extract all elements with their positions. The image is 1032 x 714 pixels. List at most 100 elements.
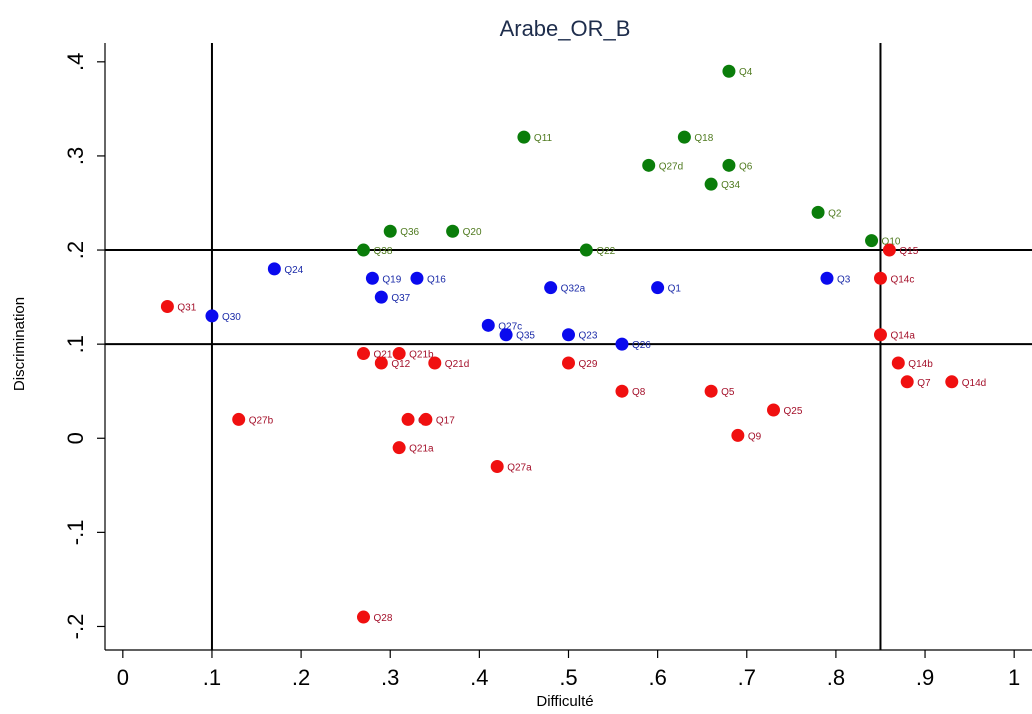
blue-data-point (365, 271, 379, 285)
red-data-point (873, 271, 887, 285)
blue-data-point (820, 271, 834, 285)
data-point-label: Q29 (579, 359, 598, 370)
data-point-label: Q27a (507, 462, 532, 473)
x-tick-label: .6 (648, 665, 666, 690)
data-point-label: Q21 (373, 350, 392, 361)
data-point-label: Q27d (659, 161, 683, 172)
green-data-point (811, 205, 825, 219)
data-point-label: Q14a (890, 331, 915, 342)
x-axis-title: Difficulté (536, 693, 593, 710)
y-tick-label: 0 (63, 432, 88, 444)
x-tick-label: .5 (559, 665, 577, 690)
x-tick-label: 1 (1008, 665, 1020, 690)
y-tick-label: .1 (63, 335, 88, 353)
green-data-point (446, 224, 460, 238)
green-data-point (677, 130, 691, 144)
data-point-label: Q35 (516, 331, 535, 342)
data-point-label: Q2 (828, 208, 842, 219)
red-data-point (428, 356, 442, 370)
green-data-point (383, 224, 397, 238)
data-point-label: Q9 (748, 431, 762, 442)
data-point-label: Q7 (917, 378, 931, 389)
data-point-label: Q23 (579, 331, 598, 342)
data-point-label: Q4 (739, 67, 753, 78)
y-tick-label: .3 (63, 147, 88, 165)
blue-data-point (615, 337, 629, 351)
red-data-point (615, 384, 629, 398)
red-data-point (356, 610, 370, 624)
x-tick-label: .4 (470, 665, 488, 690)
data-point-label: Q18 (694, 133, 713, 144)
data-point-label: Q36 (400, 227, 419, 238)
data-point-label: Q28 (373, 613, 392, 624)
data-point-label: Q14b (908, 359, 933, 370)
data-point-label: Q32a (561, 284, 586, 295)
red-data-point (232, 412, 246, 426)
x-tick-label: .1 (203, 665, 221, 690)
data-point-label: Q10 (882, 237, 901, 248)
blue-data-point (205, 309, 219, 323)
y-tick-label: -.1 (63, 520, 88, 546)
data-point-label: Q31 (177, 303, 196, 314)
x-tick-label: 0 (117, 665, 129, 690)
data-point-label: Q27c (498, 321, 522, 332)
red-data-point (704, 384, 718, 398)
red-data-point (945, 375, 959, 389)
y-tick-label: -.2 (63, 614, 88, 640)
red-data-point (900, 375, 914, 389)
red-data-point (374, 356, 388, 370)
red-data-point (882, 243, 896, 257)
red-data-point (490, 459, 504, 473)
red-data-point (562, 356, 575, 370)
red-data-point (891, 356, 905, 370)
x-tick-label: .7 (738, 665, 756, 690)
data-point-label: Q21a (409, 444, 434, 455)
green-data-point (722, 64, 736, 78)
blue-data-point (544, 281, 558, 295)
green-data-point (642, 158, 656, 172)
red-data-point (767, 403, 781, 417)
data-point-label: Q1 (668, 284, 682, 295)
data-point-label: Q38 (373, 246, 392, 257)
data-point-label: Q19 (382, 274, 401, 285)
data-point-label: Q20 (463, 227, 482, 238)
x-tick-label: .8 (827, 665, 845, 690)
green-data-point (356, 243, 370, 257)
data-point-label: Q15 (899, 246, 918, 257)
data-point-label: Q14d (962, 378, 986, 389)
blue-data-point (562, 328, 575, 342)
x-tick-label: .9 (916, 665, 934, 690)
data-point-label: Q8 (632, 387, 646, 398)
chart-title: Arabe_OR_B (500, 16, 631, 41)
data-point-label: Q24 (284, 265, 303, 276)
red-data-point (356, 347, 370, 361)
data-point-label: Q21d (445, 359, 469, 370)
x-tick-label: .3 (381, 665, 399, 690)
red-data-point (401, 412, 415, 426)
data-point-label: Q34 (721, 180, 740, 191)
y-axis-title: Discrimination (11, 297, 28, 391)
blue-data-point (651, 281, 665, 295)
blue-data-point (410, 271, 424, 285)
x-tick-label: .2 (292, 665, 310, 690)
blue-data-point (374, 290, 388, 304)
green-data-point (579, 243, 593, 257)
red-data-point (160, 300, 174, 314)
red-data-point (731, 428, 745, 442)
data-point-label: Q12 (391, 359, 410, 370)
data-point-label: Q30 (222, 312, 241, 323)
blue-data-point (499, 328, 513, 342)
data-point-label: Q21b (409, 350, 434, 361)
data-point-label: Q17 (436, 415, 455, 426)
green-data-point (722, 158, 736, 172)
green-data-point (704, 177, 718, 191)
data-point-label: Q14c (890, 274, 914, 285)
data-point-label: Q5 (721, 387, 735, 398)
green-data-point (865, 234, 879, 248)
blue-data-point (481, 318, 495, 332)
data-point-label: Q37 (391, 293, 410, 304)
data-point-label: Q3 (837, 274, 851, 285)
green-data-point (517, 130, 531, 144)
